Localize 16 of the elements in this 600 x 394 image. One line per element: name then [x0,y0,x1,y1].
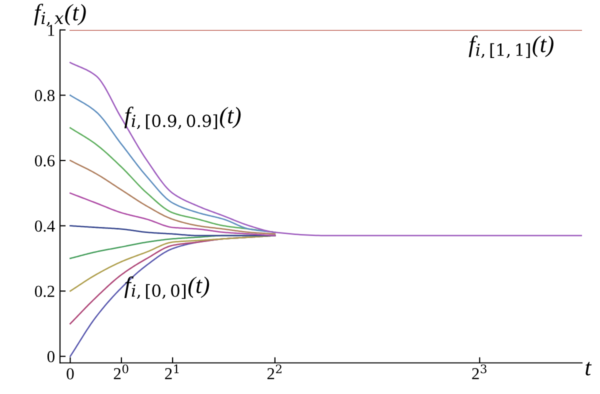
y-tick-label: 0.8 [34,90,55,102]
x-tick-label: 2$^{0}$ [114,364,128,380]
y-tick-label: 0 [47,351,55,362]
y-tick-label: 0.6 [34,155,55,167]
series-label: f$_{i,[0.9,0.9]}$(t) [124,106,241,130]
y-axis-title: f$_{i,x}$(t) [34,4,86,26]
x-tick-label: 2$^{2}$ [267,364,282,380]
x-tick-label: 2$^{3}$ [472,364,486,380]
x-tick-label: 2$^{1}$ [165,364,179,380]
y-tick-label: 0.2 [34,286,54,298]
y-tick-label: 0.4 [34,220,55,232]
y-tick-label: 1 [48,24,54,36]
series-label: f$_{i,[0,0]}$(t) [124,276,210,299]
series-label: f$_{i,[1,1]}$(t) [468,36,554,58]
x-tick-label: 0 [66,368,74,380]
x-axis-title: t [586,362,592,376]
